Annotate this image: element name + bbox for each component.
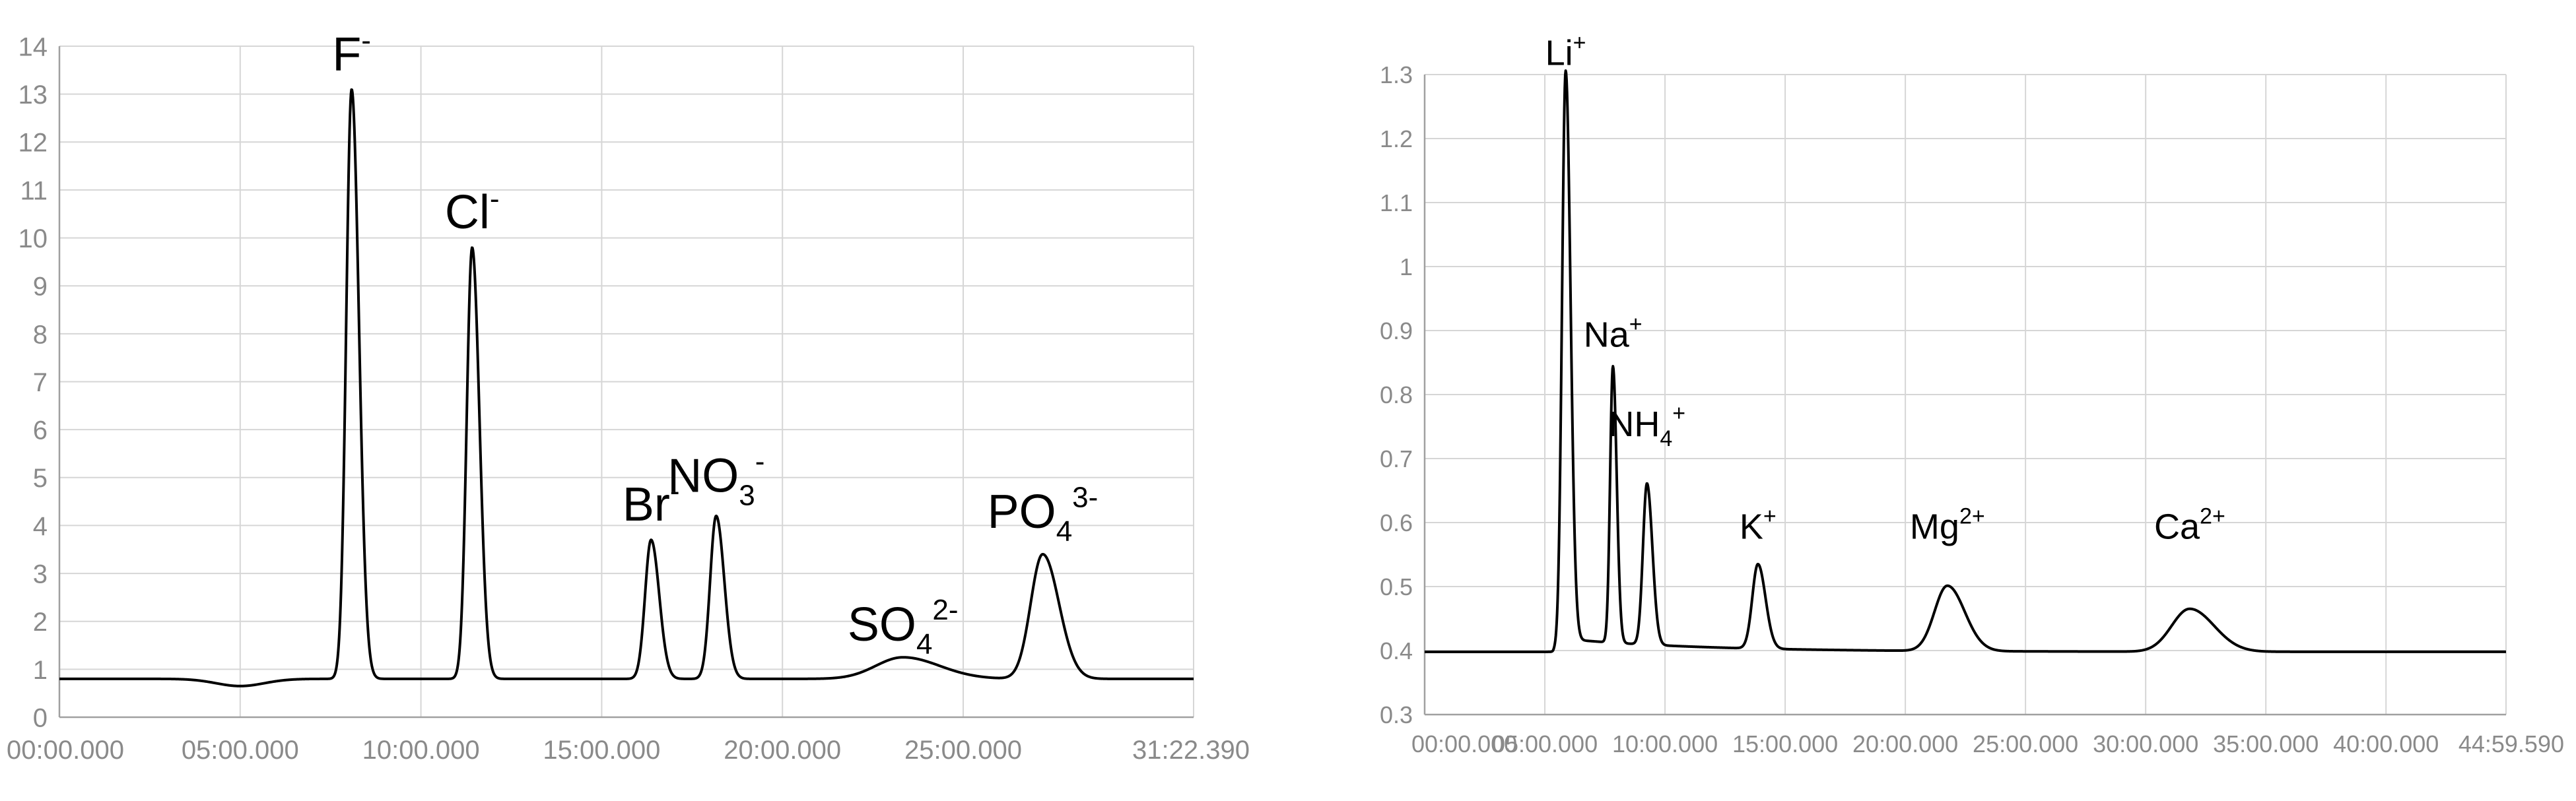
x-tick-label: 20:00.000 xyxy=(724,736,841,765)
y-tick-label: 0.8 xyxy=(1380,381,1413,408)
x-tick-label: 10:00.000 xyxy=(362,736,480,765)
y-tick-label: 2 xyxy=(33,608,48,637)
y-tick-label: 8 xyxy=(33,320,48,349)
y-tick-label: 14 xyxy=(18,32,48,61)
peak-label: NO3- xyxy=(667,445,764,512)
x-tick-label: 10:00.000 xyxy=(1612,730,1718,757)
peak-label: Na+ xyxy=(1584,312,1643,355)
y-tick-label: 1.3 xyxy=(1380,61,1413,88)
x-tick-label: 44:59.590 xyxy=(2458,730,2564,757)
peak-label: Mg2+ xyxy=(1910,504,1985,547)
x-tick-label: 40:00.000 xyxy=(2333,730,2439,757)
y-tick-label: 11 xyxy=(20,176,48,205)
y-tick-label: 1 xyxy=(33,656,48,685)
x-tick-label: 25:00.000 xyxy=(904,736,1022,765)
y-tick-label: 0.4 xyxy=(1380,637,1413,664)
peak-label: Cl- xyxy=(445,183,500,239)
x-tick-label: 30:00.000 xyxy=(2093,730,2198,757)
y-tick-label: 1.2 xyxy=(1380,125,1413,152)
y-tick-label: 0.5 xyxy=(1380,573,1413,600)
x-tick-label: 15:00.000 xyxy=(543,736,660,765)
chromatogram-trace xyxy=(1423,69,2507,653)
y-tick-label: 3 xyxy=(33,560,48,589)
y-tick-label: 9 xyxy=(33,272,48,302)
y-tick-label: 6 xyxy=(33,416,48,445)
x-tick-label: 05:00.000 xyxy=(1492,730,1598,757)
y-tick-label: 0.3 xyxy=(1380,701,1413,728)
x-tick-label: 25:00.000 xyxy=(1973,730,2078,757)
y-tick-label: 1.1 xyxy=(1380,189,1413,216)
x-tick-label: 00:00.000 xyxy=(1411,730,1517,757)
cation-chromatogram: 0.3 0.4 0.5 0.6 0.7 0.8 0.9 1 1.1 1.2 1.3 00:00.000… xyxy=(1380,30,2564,757)
y-tick-label: 4 xyxy=(33,512,48,541)
y-tick-label: 0.7 xyxy=(1380,445,1413,472)
y-tick-label: 12 xyxy=(18,129,48,158)
chromatogram-trace xyxy=(58,88,1195,688)
y-tick-label: 13 xyxy=(18,80,48,110)
y-tick-label: 10 xyxy=(18,224,48,253)
peak-label: F- xyxy=(332,24,371,80)
y-tick-label: 1 xyxy=(1400,253,1413,280)
y-tick-label: 7 xyxy=(33,368,48,397)
x-tick-label: 00:00.000 xyxy=(7,736,124,765)
x-tick-label: 15:00.000 xyxy=(1732,730,1838,757)
x-tick-label: 35:00.000 xyxy=(2213,730,2319,757)
peak-label: Li+ xyxy=(1545,30,1586,73)
peak-label: NH4+ xyxy=(1608,400,1685,451)
x-tick-label: 31:22.390 xyxy=(1132,736,1250,765)
y-tick-label: 0.9 xyxy=(1380,317,1413,344)
y-tick-label: 0.6 xyxy=(1380,509,1413,536)
y-tick-label: 5 xyxy=(33,464,48,493)
x-tick-label: 05:00.000 xyxy=(182,736,299,765)
y-tick-label: 0 xyxy=(33,703,48,732)
peak-label: Br- xyxy=(623,475,680,531)
peak-label: PO43- xyxy=(988,481,1099,548)
x-tick-label: 20:00.000 xyxy=(1852,730,1958,757)
peak-label: Ca2+ xyxy=(2154,504,2225,547)
peak-label: K+ xyxy=(1740,504,1777,547)
peak-label: SO42- xyxy=(848,594,959,660)
